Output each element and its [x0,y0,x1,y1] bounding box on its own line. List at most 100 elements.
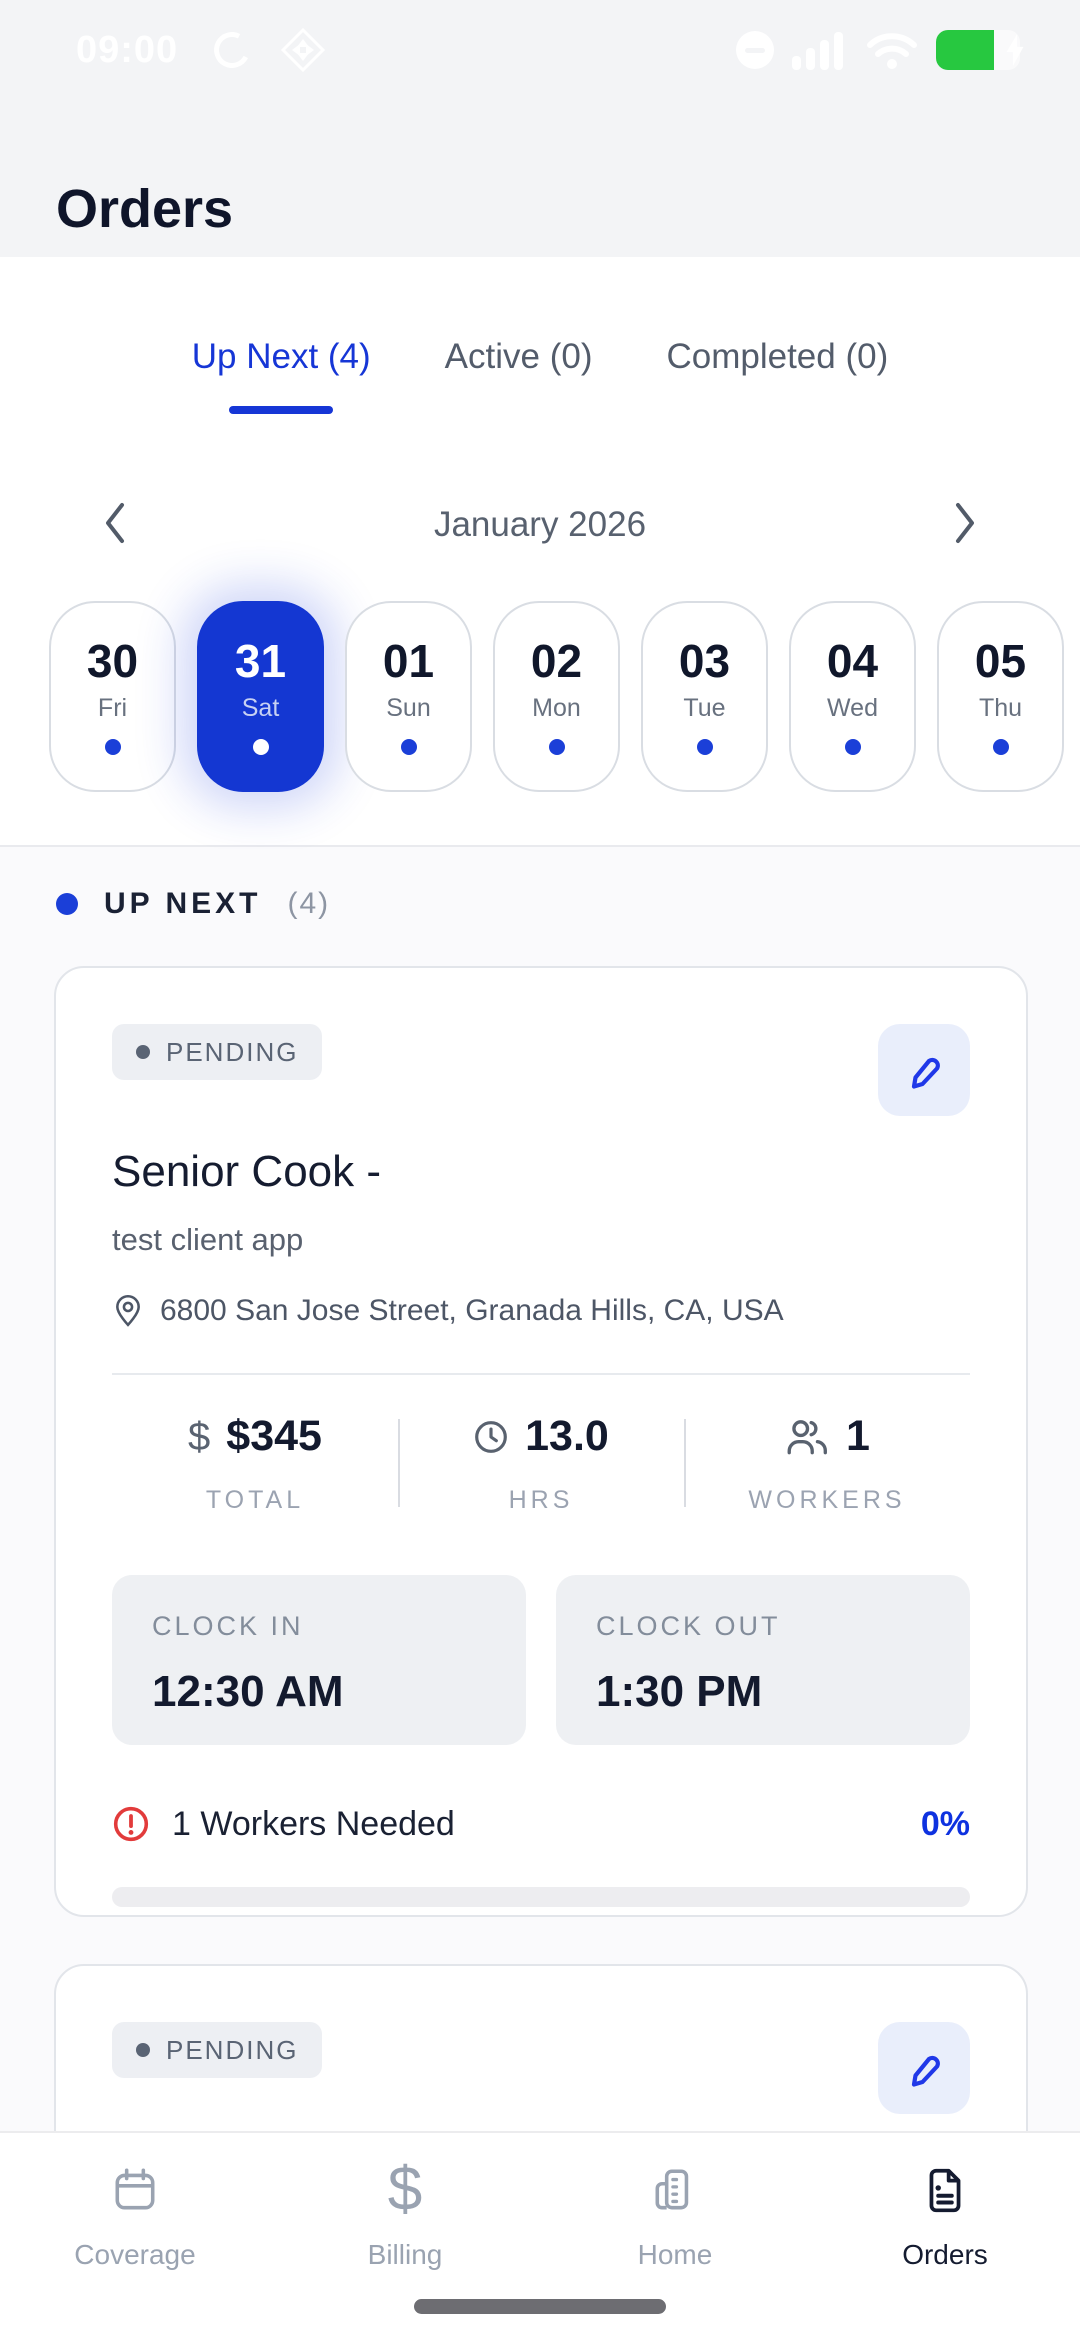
app-logo-diamond-icon [280,27,326,73]
day-dot-icon [400,739,417,755]
card-divider [112,1373,970,1375]
stat-total-value: $345 [226,1412,322,1460]
stat-hours-label: HRS [508,1486,574,1514]
card-header: PENDING [112,1024,970,1116]
day-dot-icon [992,739,1009,755]
status-badge: PENDING [112,1024,323,1080]
clock-times-row: CLOCK IN 12:30 AM CLOCK OUT 1:30 PM [112,1575,970,1745]
pencil-icon [911,2055,940,2087]
nav-label: Coverage [74,2239,196,2270]
day-date: 05 [974,635,1027,687]
day-dot-icon [252,739,269,755]
clock-icon [475,1420,508,1453]
billing-dollar-icon: $ [387,2155,423,2224]
tab-completed-label: Completed (0) [666,337,889,376]
orders-list: UP NEXT (4) PENDING Senior Cook - test c… [0,849,1080,2340]
day-chip[interactable]: 02 Mon [493,601,620,792]
date-strip: 30 Fri 31 Sat 01 Sun 02 Mon 03 Tue [49,601,1064,792]
month-label: January 2026 [433,505,647,544]
status-bar: 09:00 [0,0,1080,100]
edit-order-button[interactable] [878,2022,970,2114]
status-badge-label: PENDING [166,1037,299,1067]
nav-item-orders[interactable]: Orders [810,2157,1080,2340]
day-date: 30 [86,635,139,687]
orders-document-icon [920,2157,970,2223]
orders-filter-panel: Up Next (4) Active (0) Completed (0) Jan… [0,257,1080,847]
day-date: 02 [530,635,583,687]
status-dot-icon [136,1045,150,1059]
day-chip[interactable]: 30 Fri [49,601,176,792]
order-address-row: 6800 San Jose Street, Granada Hills, CA,… [112,1295,970,1327]
day-date: 01 [382,635,435,687]
day-chip[interactable]: 01 Sun [345,601,472,792]
day-name: Tue [683,694,726,722]
stat-workers: 1 WORKERS [684,1415,970,1513]
top-band: 09:00 [0,0,1080,257]
loading-spinner-icon [209,27,255,73]
day-name: Thu [978,694,1023,722]
day-chip[interactable]: 04 Wed [789,601,916,792]
tab-up-next-label: Up Next (4) [191,337,371,376]
wifi-icon [867,33,917,69]
order-tabs: Up Next (4) Active (0) Completed (0) [0,257,1080,414]
do-not-disturb-icon [736,31,774,69]
nav-item-billing[interactable]: $ Billing [270,2157,540,2340]
previous-month-button[interactable] [100,495,130,555]
edit-order-button[interactable] [878,1024,970,1116]
location-pin-icon [116,1295,140,1327]
clock-in-label: CLOCK IN [152,1611,304,1641]
day-date: 03 [678,635,731,687]
next-month-button[interactable] [950,495,980,555]
section-dot-icon [56,893,78,915]
clock-out-box: CLOCK OUT 1:30 PM [556,1575,970,1745]
dollar-icon: $ [188,1414,211,1459]
nav-label: Billing [367,2239,443,2270]
nav-item-home[interactable]: Home [540,2157,810,2340]
card-header: PENDING [112,2022,970,2114]
home-building-icon [650,2157,700,2223]
page-title: Orders [56,179,234,239]
day-chip[interactable]: 03 Tue [641,601,768,792]
day-chip[interactable]: 05 Thu [937,601,1064,792]
nav-label: Home [637,2239,713,2270]
section-title: UP NEXT [104,887,262,920]
tab-completed[interactable]: Completed (0) [666,339,888,414]
day-name: Sat [241,694,280,722]
order-client: test client app [112,1222,304,1257]
clock-in-box: CLOCK IN 12:30 AM [112,1575,526,1745]
clock-in-value: 12:30 AM [152,1667,344,1716]
alert-icon [113,1806,149,1842]
status-right-icons [736,30,1024,70]
nav-label: Orders [902,2239,988,2270]
clock-out-value: 1:30 PM [596,1667,763,1716]
signal-icon [792,32,843,70]
day-name: Sun [386,694,431,722]
stat-total: $ $345 TOTAL [112,1415,398,1513]
order-address: 6800 San Jose Street, Granada Hills, CA,… [160,1294,784,1327]
nav-item-coverage[interactable]: Coverage [0,2157,270,2340]
clock-out-label: CLOCK OUT [596,1611,781,1641]
fill-progress-bar [112,1887,970,1907]
status-badge: PENDING [112,2022,323,2078]
order-stats: $ $345 TOTAL 13.0 HRS [112,1415,970,1513]
day-name: Fri [97,694,128,722]
stat-total-label: TOTAL [205,1486,305,1514]
section-header: UP NEXT (4) [56,889,330,919]
tab-active[interactable]: Active (0) [445,339,593,414]
stat-hours: 13.0 HRS [398,1415,684,1513]
stat-hours-value: 13.0 [525,1412,609,1460]
active-tab-underline [229,406,334,414]
home-indicator[interactable] [414,2299,666,2314]
status-badge-label: PENDING [166,2035,299,2065]
day-date: 31 [234,635,287,687]
order-title: Senior Cook - [112,1147,382,1196]
tab-up-next[interactable]: Up Next (4) [192,339,371,414]
tab-active-label: Active (0) [444,337,593,376]
day-chip-selected[interactable]: 31 Sat [197,601,324,792]
order-card[interactable]: PENDING Senior Cook - test client app 68… [54,966,1028,1917]
month-navigator: January 2026 [0,469,1080,579]
coverage-calendar-icon [110,2157,160,2223]
day-name: Mon [532,694,581,722]
day-dot-icon [696,739,713,755]
